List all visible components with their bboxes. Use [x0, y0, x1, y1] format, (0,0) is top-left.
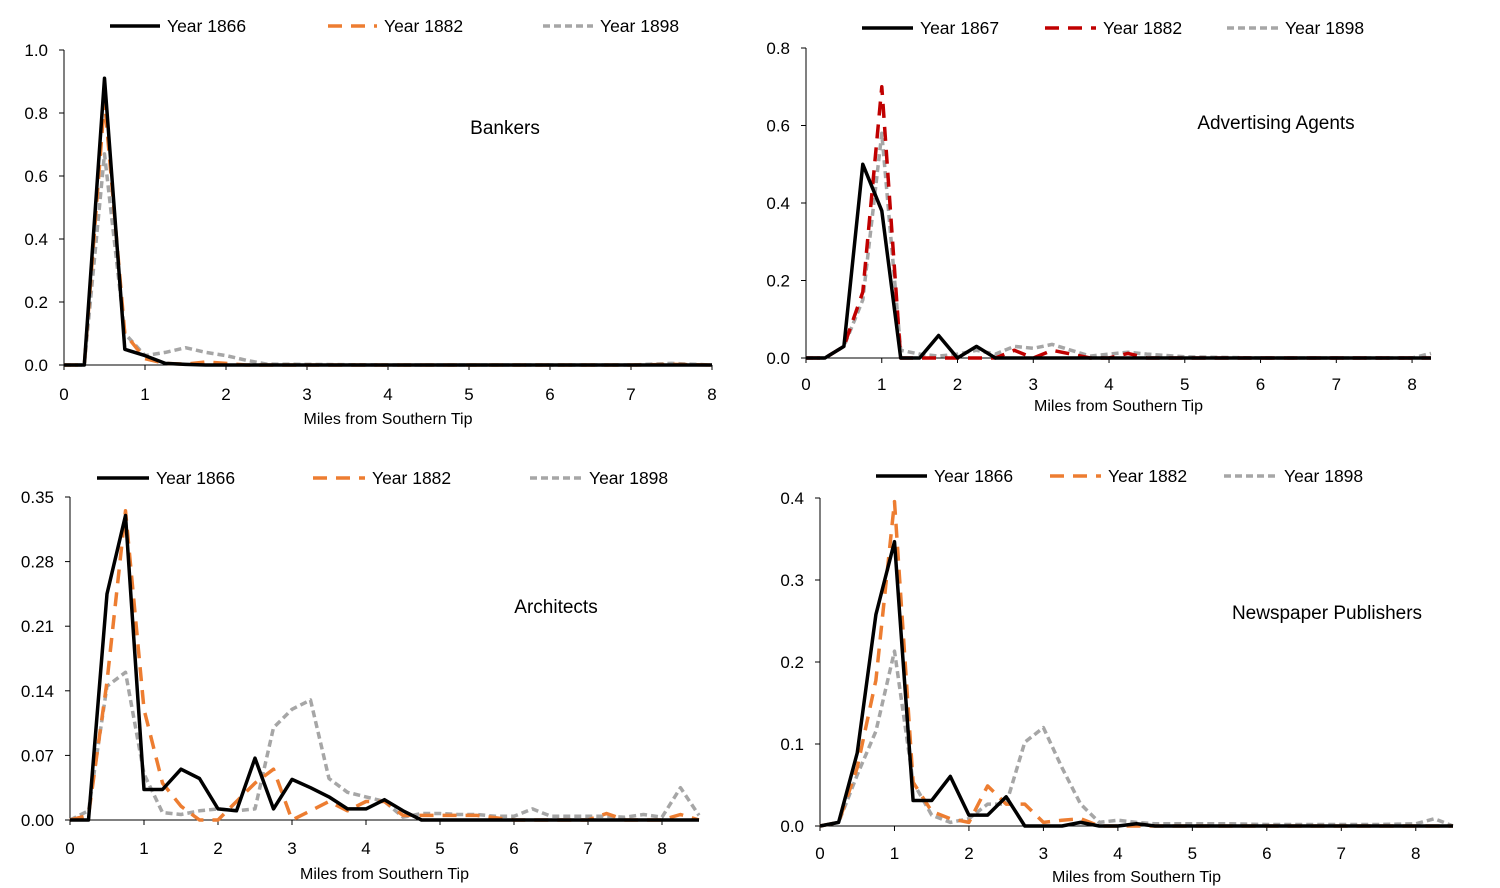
legend-label: Year 1882: [372, 468, 451, 488]
x-tick-label: 7: [1332, 375, 1341, 394]
legend-label: Year 1866: [934, 466, 1013, 486]
series-line-year-1882: [69, 509, 700, 822]
y-tick-label: 0.2: [24, 293, 48, 312]
x-tick-label: 4: [361, 839, 370, 858]
x-tick-label: 2: [213, 839, 222, 858]
panel-title: Newspaper Publishers: [1232, 603, 1422, 624]
x-axis-label: Miles from Southern Tip: [1052, 869, 1221, 886]
y-tick-label: 0.35: [21, 488, 54, 507]
x-tick-label: 7: [583, 839, 592, 858]
architects-chart: 0.00 0.07 0.14 0.21 0.28 0.35 0 1 2 3 4 5 6 7 8 Miles f…: [21, 468, 701, 883]
y-tick-label: 0.8: [24, 104, 48, 123]
legend-label: Year 1867: [920, 18, 999, 38]
x-tick-label: 5: [464, 385, 473, 404]
x-tick-label: 8: [707, 385, 716, 404]
x-tick-label: 4: [383, 385, 392, 404]
x-tick-label: 2: [964, 844, 973, 863]
series-line-year-1898: [64, 152, 713, 367]
advertising-agents-chart: 0.0 0.2 0.4 0.6 0.8 0 1 2 3 4 5 6 7 8 Miles from South…: [766, 18, 1432, 415]
x-tick-label: 8: [1407, 375, 1416, 394]
legend-label: Year 1898: [600, 16, 679, 36]
x-tick-label: 0: [59, 385, 68, 404]
series-line-year-1882: [819, 499, 1453, 828]
x-tick-label: 4: [1104, 375, 1113, 394]
x-tick-label: 0: [65, 839, 74, 858]
legend-label: Year 1898: [1284, 466, 1363, 486]
x-axis-label: Miles from Southern Tip: [1034, 398, 1203, 415]
legend-label: Year 1898: [1285, 18, 1364, 38]
x-tick-label: 7: [626, 385, 635, 404]
x-tick-label: 6: [1262, 844, 1271, 863]
bankers-chart: 0.0 0.2 0.4 0.6 0.8 1.0 0 1 2 3 4 5 6 7 8 Miles from So…: [24, 16, 716, 428]
x-tick-label: 2: [221, 385, 230, 404]
series-line-year-1866: [70, 513, 699, 822]
newspaper-publishers-chart: 0.0 0.1 0.2 0.3 0.4 0 1 2 3 4 5 6 7 8 Miles from South…: [780, 466, 1454, 886]
x-tick-label: 0: [801, 375, 810, 394]
x-tick-label: 6: [545, 385, 554, 404]
y-tick-label: 0.4: [766, 194, 790, 213]
x-tick-label: 8: [1411, 844, 1420, 863]
y-tick-label: 0.0: [766, 349, 790, 368]
x-tick-label: 6: [509, 839, 518, 858]
y-tick-label: 0.8: [766, 39, 790, 58]
x-tick-label: 3: [1029, 375, 1038, 394]
y-tick-label: 0.21: [21, 617, 54, 636]
x-tick-label: 4: [1113, 844, 1122, 863]
x-tick-label: 3: [1039, 844, 1048, 863]
x-tick-label: 1: [139, 839, 148, 858]
legend-label: Year 1866: [167, 16, 246, 36]
y-tick-label: 0.4: [24, 230, 48, 249]
x-tick-label: 1: [890, 844, 899, 863]
legend-label: Year 1882: [1103, 18, 1182, 38]
x-tick-label: 5: [1180, 375, 1189, 394]
panel-title: Architects: [514, 597, 597, 618]
y-tick-label: 0.3: [780, 571, 804, 590]
y-tick-label: 0.4: [780, 489, 804, 508]
x-axis-label: Miles from Southern Tip: [304, 411, 473, 428]
series-line-year-1882: [64, 98, 713, 367]
y-tick-label: 0.6: [24, 167, 48, 186]
series-line-year-1898: [69, 670, 701, 822]
y-tick-label: 0.07: [21, 746, 54, 765]
x-tick-label: 7: [1337, 844, 1346, 863]
y-tick-label: 0.6: [766, 117, 790, 136]
y-tick-label: 0.14: [21, 682, 54, 701]
legend-label: Year 1866: [156, 468, 235, 488]
y-tick-label: 0.2: [780, 653, 804, 672]
y-tick-label: 0.2: [766, 272, 790, 291]
legend-label: Year 1882: [1108, 466, 1187, 486]
y-tick-label: 0.0: [24, 356, 48, 375]
series-line-year-1867: [806, 162, 1431, 360]
panel-title: Advertising Agents: [1197, 113, 1354, 134]
x-tick-label: 5: [1188, 844, 1197, 863]
x-tick-label: 8: [657, 839, 666, 858]
legend-label: Year 1882: [384, 16, 463, 36]
y-tick-label: 0.00: [21, 811, 54, 830]
x-tick-label: 3: [302, 385, 311, 404]
x-tick-label: 1: [140, 385, 149, 404]
x-tick-label: 2: [953, 375, 962, 394]
x-tick-label: 5: [435, 839, 444, 858]
x-axis-label: Miles from Southern Tip: [300, 866, 469, 883]
series-line-year-1866: [819, 539, 1453, 828]
x-tick-label: 0: [815, 844, 824, 863]
y-tick-label: 1.0: [24, 41, 48, 60]
panel-title: Bankers: [470, 118, 540, 139]
x-tick-label: 3: [287, 839, 296, 858]
y-tick-label: 0.1: [780, 735, 804, 754]
series-line-year-1898: [806, 131, 1432, 360]
series-line-year-1866: [64, 76, 712, 367]
legend-label: Year 1898: [589, 468, 668, 488]
y-tick-label: 0.28: [21, 553, 54, 572]
x-tick-label: 1: [877, 375, 886, 394]
x-tick-label: 6: [1256, 375, 1265, 394]
y-tick-label: 0.0: [780, 817, 804, 836]
